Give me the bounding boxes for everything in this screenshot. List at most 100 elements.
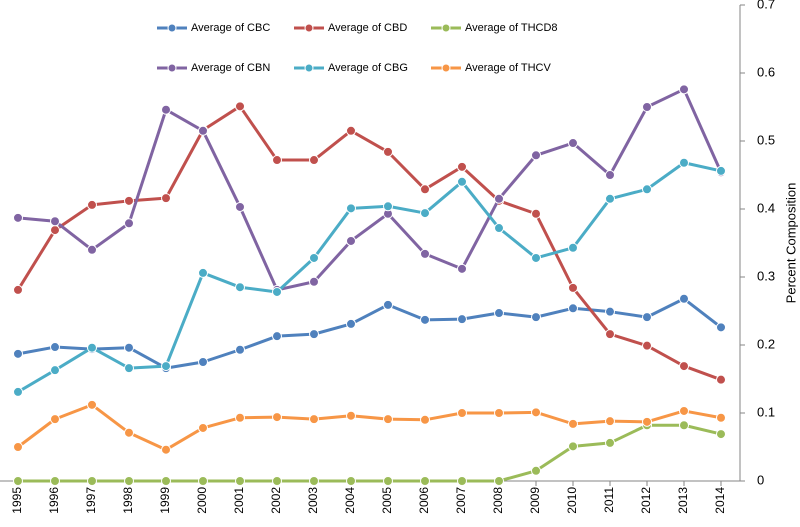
data-point (272, 476, 282, 486)
data-point (198, 125, 208, 136)
legend-label: Average of CBD (328, 22, 407, 34)
y-tick-label: 0.3 (757, 268, 775, 283)
data-point (87, 342, 97, 353)
data-point (531, 252, 541, 263)
series-line (16, 104, 722, 382)
data-point (13, 442, 23, 452)
data-point (124, 342, 134, 353)
data-point (383, 146, 393, 157)
data-point (568, 242, 578, 253)
data-point (568, 282, 578, 293)
data-point (346, 203, 356, 214)
data-point (87, 399, 97, 410)
data-point (235, 101, 245, 112)
data-point (494, 223, 504, 234)
data-point (568, 138, 578, 149)
data-point (642, 312, 652, 323)
data-point (605, 193, 615, 204)
data-point (13, 212, 23, 223)
data-point (679, 293, 689, 304)
data-point (716, 165, 726, 176)
series-line (17, 161, 722, 394)
x-tick-label: 2010 (565, 487, 579, 514)
x-tick-label: 1999 (158, 487, 172, 514)
data-point (50, 476, 60, 486)
data-point (346, 125, 356, 136)
data-point (198, 357, 208, 367)
data-point (642, 184, 652, 195)
data-point (605, 437, 615, 448)
x-tick-label: 2013 (676, 487, 690, 514)
data-point (161, 193, 171, 204)
data-point (124, 476, 134, 486)
series-line (17, 297, 722, 370)
x-tick-label: 2006 (417, 487, 431, 514)
legend-marker (441, 23, 451, 33)
data-point (494, 408, 504, 418)
series-line (17, 87, 723, 292)
data-point (457, 176, 467, 187)
data-point (235, 476, 245, 486)
data-point (50, 342, 60, 353)
y-tick-label: 0.5 (757, 132, 775, 147)
data-point (309, 276, 319, 287)
data-point (13, 476, 23, 486)
data-point (272, 412, 282, 423)
data-point (198, 267, 208, 278)
data-point (309, 476, 319, 486)
data-point (50, 225, 60, 236)
legend-label: Average of THCD8 (465, 22, 558, 34)
data-point (679, 405, 689, 416)
data-point (235, 201, 245, 212)
legend-marker (167, 63, 177, 73)
data-point (716, 429, 726, 440)
data-point (309, 155, 319, 166)
x-tick-label: 2009 (528, 487, 542, 514)
data-point (457, 161, 467, 172)
data-point (50, 216, 60, 227)
data-point (642, 102, 652, 112)
data-point (50, 365, 60, 376)
data-point (679, 361, 689, 372)
data-point (161, 444, 171, 455)
x-tick-label: 1997 (84, 487, 98, 514)
data-point (420, 248, 430, 259)
x-tick-label: 2001 (232, 487, 246, 514)
data-point (235, 412, 245, 423)
data-point (679, 157, 689, 168)
x-tick-label: 2014 (713, 487, 727, 514)
data-point (13, 348, 23, 359)
x-tick-label: 2007 (454, 487, 468, 514)
data-point (87, 244, 97, 255)
data-point (494, 308, 504, 319)
data-point (272, 155, 282, 166)
data-point (679, 84, 689, 95)
data-point (457, 476, 467, 486)
data-point (420, 208, 430, 219)
data-point (346, 235, 356, 246)
data-point (161, 476, 171, 486)
legend-marker (441, 63, 451, 73)
x-tick-label: 2008 (491, 487, 505, 514)
legend-label: Average of CBG (328, 62, 408, 74)
data-point (161, 361, 171, 372)
data-point (383, 299, 393, 310)
data-point (531, 312, 541, 323)
data-point (124, 427, 134, 438)
data-point (346, 410, 356, 421)
legend-marker (167, 23, 177, 33)
data-point (346, 318, 356, 329)
y-axis-label: Percent Composition (783, 183, 798, 304)
x-tick-label: 2004 (343, 487, 357, 514)
data-point (531, 150, 541, 161)
y-tick-label: 0 (757, 472, 764, 487)
data-point (383, 476, 393, 486)
data-point (272, 286, 282, 297)
legend-label: Average of CBN (191, 62, 270, 74)
data-point (679, 420, 689, 431)
data-point (457, 263, 467, 274)
data-point (457, 408, 467, 418)
data-point (494, 193, 504, 204)
y-tick-label: 0.6 (757, 64, 775, 79)
